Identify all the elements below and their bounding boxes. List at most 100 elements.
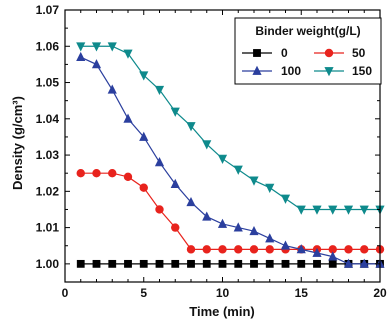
legend-marker [324, 67, 334, 77]
legend-marker [252, 65, 262, 75]
data-point [92, 259, 101, 268]
data-point [281, 259, 290, 268]
data-point [296, 205, 306, 215]
data-point [171, 259, 180, 268]
y-tick-label: 1.01 [36, 221, 60, 235]
data-point [328, 251, 338, 261]
y-tick-label: 1.02 [36, 184, 60, 198]
data-point [344, 245, 353, 254]
legend: Binder weight(g/L) 0 50 100 150 [234, 17, 382, 85]
x-axis-label: Time (min) [189, 304, 255, 319]
data-point [250, 259, 258, 268]
data-point [233, 222, 243, 232]
data-point [155, 205, 164, 214]
data-point [123, 113, 133, 123]
x-tick-label: 5 [140, 286, 147, 300]
data-point [265, 233, 275, 243]
data-point [249, 225, 259, 236]
data-point [139, 259, 148, 268]
data-point [76, 169, 85, 178]
data-point [91, 59, 102, 69]
data-point [107, 42, 117, 52]
data-point [234, 245, 243, 254]
y-axis-label: Density (g/cm³) [10, 96, 25, 190]
series-line [80, 172, 380, 250]
x-tick-label: 10 [216, 286, 230, 300]
data-point [280, 240, 291, 250]
legend-items: 0 50 100 150 [242, 46, 372, 78]
data-point [76, 42, 86, 52]
y-tick-label: 1.00 [36, 257, 60, 271]
y-tick-label: 1.04 [36, 112, 60, 126]
data-point [170, 178, 180, 188]
y-tick-label: 1.05 [36, 76, 60, 90]
data-point [360, 245, 369, 254]
data-point [218, 259, 227, 268]
data-point [217, 154, 228, 164]
data-point [108, 259, 117, 268]
data-point [186, 245, 196, 254]
data-point [170, 107, 180, 117]
data-point [139, 71, 149, 81]
series-0 [76, 259, 384, 268]
data-point [123, 49, 133, 59]
series-50 [76, 169, 385, 254]
legend-item: 0 [242, 46, 288, 60]
legend-label: 100 [281, 64, 301, 78]
legend-item: 150 [314, 64, 372, 78]
y-tick-label: 1.03 [36, 148, 60, 162]
legend-label: 0 [281, 46, 288, 60]
data-point [107, 84, 117, 94]
series-100 [76, 51, 385, 268]
data-point [217, 218, 228, 228]
data-point [343, 205, 354, 215]
x-tick-label: 0 [62, 286, 69, 300]
x-tick-label: 20 [373, 286, 387, 300]
data-point [76, 259, 85, 268]
data-point [171, 223, 180, 232]
legend-marker [324, 48, 334, 58]
data-point [202, 245, 211, 254]
data-point [139, 131, 149, 141]
data-point [202, 259, 211, 268]
data-point [92, 169, 101, 178]
data-point [249, 245, 259, 254]
x-tick-label: 15 [295, 286, 309, 300]
data-point [359, 205, 369, 215]
plot-area [76, 42, 385, 268]
data-point [296, 244, 306, 254]
data-point [234, 259, 243, 268]
y-tick-label: 1.06 [36, 39, 60, 53]
data-point [123, 172, 133, 182]
data-point [76, 51, 86, 62]
data-point [108, 169, 117, 178]
data-point [312, 247, 322, 257]
data-point [313, 259, 321, 268]
data-point [265, 183, 275, 193]
series-line [80, 56, 380, 265]
legend-marker [253, 49, 261, 57]
data-point [328, 259, 337, 268]
legend-item: 100 [242, 64, 301, 78]
data-point [218, 245, 227, 254]
data-point [139, 183, 148, 192]
axes: 0 5 10 15 20 1.00 1.01 1.02 1.03 1.04 1.05 1.06 1.07 [36, 3, 387, 300]
data-point [155, 259, 164, 268]
data-point [312, 205, 322, 215]
data-point [186, 122, 196, 132]
data-point [265, 245, 274, 254]
data-point [186, 196, 196, 207]
data-point [297, 259, 306, 268]
legend-title: Binder weight(g/L) [255, 24, 360, 38]
data-point [265, 259, 274, 268]
y-tick-label: 1.07 [36, 3, 60, 17]
data-point [91, 42, 102, 52]
data-point [359, 258, 369, 268]
data-point [280, 194, 291, 204]
data-point [202, 140, 212, 150]
legend-label: 50 [352, 46, 366, 60]
data-point [124, 259, 132, 268]
legend-item: 50 [314, 46, 366, 60]
data-point [187, 259, 195, 268]
data-point [343, 258, 354, 268]
